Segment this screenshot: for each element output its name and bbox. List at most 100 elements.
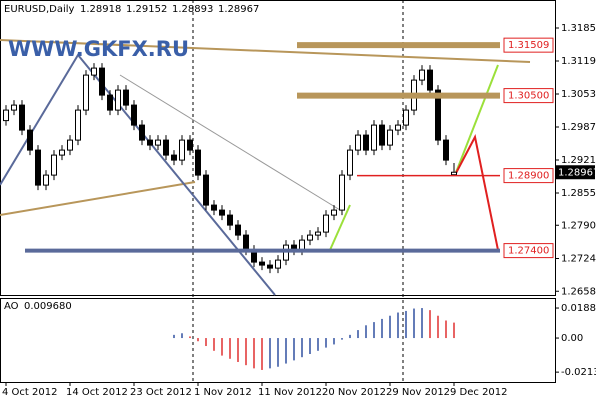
candle-body	[427, 69, 433, 91]
y-tick-label: 1.31192	[561, 56, 596, 67]
ao-tick-label: 0.018819	[561, 303, 596, 314]
candle-body	[347, 149, 353, 176]
trendline	[0, 181, 196, 216]
candle-body	[219, 209, 225, 216]
level-label-box	[503, 243, 554, 259]
candle-body	[443, 139, 449, 161]
candle-body	[187, 139, 193, 151]
level-label-box	[503, 168, 554, 184]
y-tick-label: 1.26587	[561, 286, 596, 297]
candle-body	[43, 174, 49, 186]
candle-body	[3, 109, 9, 122]
current-price: 1.28967	[558, 167, 596, 178]
candle-body	[59, 149, 65, 156]
x-tick-label: 1 Nov 2012	[194, 387, 252, 398]
level-label-box	[503, 88, 554, 104]
candle-body	[339, 174, 345, 211]
y-tick-label: 1.27907	[561, 220, 596, 231]
ao-tick-label: 0.00	[561, 333, 583, 344]
x-tick-label: 29 Nov 2012	[386, 387, 450, 398]
candle-body	[243, 234, 249, 251]
candle-body	[67, 139, 73, 151]
trendline	[0, 39, 531, 63]
forecast-arrow	[329, 204, 351, 251]
x-tick-label: 9 Dec 2012	[450, 387, 508, 398]
candle-body	[307, 234, 313, 241]
candle-body	[419, 69, 425, 81]
candle-body	[155, 139, 161, 146]
level-label: 1.27400	[508, 246, 549, 257]
candle-body	[275, 259, 281, 269]
header-high: 1.29152	[126, 4, 167, 15]
candle-body	[379, 124, 385, 146]
main-panel	[0, 0, 556, 296]
ao-tick-label: -0.02137	[561, 367, 596, 378]
candle-body	[195, 149, 201, 176]
candle-body	[139, 124, 145, 141]
candle-body	[123, 89, 129, 106]
y-tick-label: 1.29872	[561, 122, 596, 133]
candle-body	[235, 224, 241, 236]
y-tick-label: 1.29212	[561, 155, 596, 166]
candle-body	[51, 154, 57, 176]
trendline	[0, 53, 276, 296]
candle-body	[259, 261, 265, 266]
candle-body	[99, 67, 105, 96]
candle-body	[107, 94, 113, 111]
symbol: EURUSD,Daily	[4, 4, 75, 15]
x-tick-label: 23 Oct 2012	[130, 387, 192, 398]
y-tick-label: 1.28552	[561, 188, 596, 199]
watermark: WWW.GKFX.RU	[8, 37, 189, 61]
candle-body	[179, 139, 185, 161]
candle-body	[11, 104, 17, 111]
header-low: 1.28893	[172, 4, 213, 15]
candle-body	[91, 67, 97, 76]
candle-body	[323, 214, 329, 233]
candle-body	[315, 231, 321, 236]
y-tick-label: 1.31852	[561, 23, 596, 34]
level-label-box	[503, 37, 554, 53]
candle-body	[115, 89, 121, 111]
x-tick-label: 4 Oct 2012	[2, 387, 57, 398]
candle-body	[387, 129, 393, 146]
candle-body	[27, 129, 33, 151]
x-tick-label: 20 Nov 2012	[322, 387, 386, 398]
candle-body	[163, 139, 169, 156]
candle-body	[35, 149, 41, 186]
candle-body	[451, 171, 457, 176]
candle-body	[267, 264, 273, 269]
trendline	[119, 74, 341, 211]
candle-body	[131, 104, 137, 126]
x-tick-label: 11 Nov 2012	[258, 387, 322, 398]
candle-body	[171, 154, 177, 161]
candle-body	[83, 74, 89, 111]
candle-body	[395, 124, 401, 131]
candle-body	[75, 109, 81, 141]
candle-body	[355, 134, 361, 151]
x-tick-label: 14 Oct 2012	[66, 387, 128, 398]
candle-body	[403, 109, 409, 126]
level-label: 1.30500	[508, 91, 549, 102]
candle-body	[147, 139, 153, 146]
header-open: 1.28918	[80, 4, 121, 15]
candle-body	[331, 209, 337, 216]
level-label: 1.28900	[508, 171, 549, 182]
candle-body	[227, 214, 233, 226]
candle-body	[19, 104, 25, 131]
forecast-arrow	[454, 134, 499, 251]
candle-body	[371, 124, 377, 151]
indicator-value: 0.009680	[24, 301, 72, 312]
price-box	[556, 165, 595, 180]
candle-body	[203, 174, 209, 206]
candle-body	[211, 204, 217, 211]
y-tick-label: 1.27242	[561, 254, 596, 265]
level-label: 1.31509	[508, 40, 549, 51]
candle-body	[363, 134, 369, 151]
candle-body	[435, 89, 441, 141]
indicator-name: AO	[4, 301, 19, 312]
header-close: 1.28967	[218, 4, 259, 15]
drawings	[0, 39, 531, 296]
forecast-arrow	[454, 64, 499, 176]
y-tick-label: 1.30532	[561, 89, 596, 100]
